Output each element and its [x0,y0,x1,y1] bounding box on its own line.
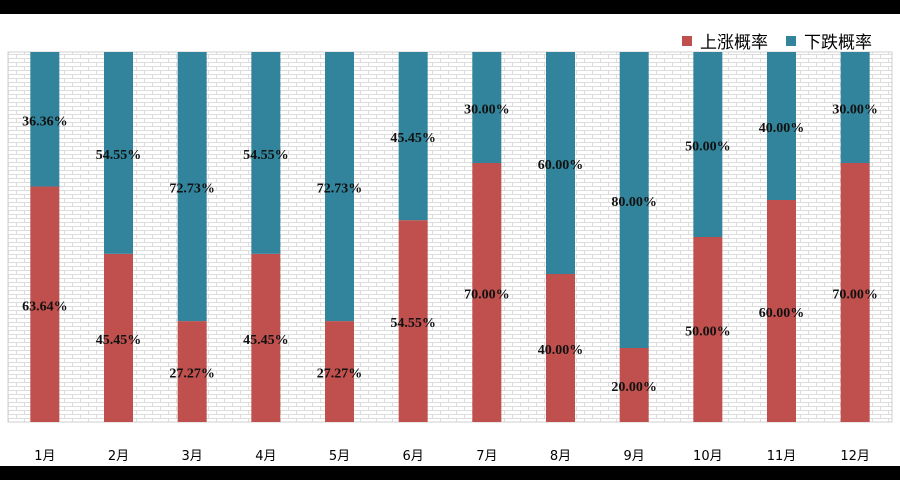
data-label-down-3: 72.73% [169,182,215,197]
data-label-down-5: 72.73% [317,182,363,197]
legend-label-up: 上涨概率 [700,33,768,53]
data-label-up-3: 27.27% [169,367,215,382]
bar-down-11 [767,52,796,200]
x-tick-label-4: 4月 [255,449,276,464]
chart-frame: 63.64% 36.36% 45.45% 54.55% 27.27% 72.73% 45.4… [0,14,900,466]
x-tick-label-5: 5月 [329,449,350,464]
data-label-up-5: 27.27% [317,367,363,382]
data-label-down-7: 30.00% [464,103,510,118]
bar-down-4 [251,52,281,254]
bar-down-3 [177,52,207,322]
data-label-up-7: 70.00% [464,288,510,303]
x-tick-label-9: 9月 [624,449,645,464]
bar-up-6 [398,220,428,422]
data-label-up-8: 40.00% [538,343,584,358]
x-tick-label-2: 2月 [108,449,129,464]
data-label-up-6: 54.55% [390,316,436,331]
stacked-bar-chart: 63.64% 36.36% 45.45% 54.55% 27.27% 72.73% 45.4… [7,51,893,464]
bar-up-2 [104,253,133,422]
data-label-up-1: 63.64% [22,299,68,314]
data-label-down-10: 50.00% [685,140,731,155]
data-label-down-6: 45.45% [390,131,436,146]
bar-up-9 [619,348,649,422]
plot-area [7,51,893,423]
bar-down-2 [104,52,133,254]
bar-down-5 [325,52,354,322]
bar-down-10 [693,52,723,237]
bar-down-7 [472,52,502,163]
bar-up-10 [693,237,723,422]
bar-up-4 [251,253,281,422]
bar-up-8 [546,274,575,422]
data-label-up-10: 50.00% [685,325,731,340]
x-tick-label-12: 12月 [840,449,870,464]
legend-item-down: 下跌概率 [786,28,872,53]
bar-down-1 [30,52,60,187]
data-label-up-9: 20.00% [611,380,657,395]
data-label-down-12: 30.00% [832,103,878,118]
data-label-up-4: 45.45% [243,333,289,348]
data-label-up-12: 70.00% [832,288,878,303]
data-label-down-11: 40.00% [759,121,805,136]
data-labels-layer: 63.64% 36.36% 45.45% 54.55% 27.27% 72.73% 45.4… [22,103,878,396]
bar-up-1 [30,186,60,422]
data-label-down-9: 80.00% [611,195,657,210]
bar-up-3 [177,321,207,422]
data-label-down-1: 36.36% [22,114,68,129]
legend-swatch-up [682,35,692,46]
bar-up-5 [325,321,354,422]
data-label-down-2: 54.55% [96,148,142,163]
data-label-down-4: 54.55% [243,148,289,163]
bar-down-6 [398,52,428,221]
bar-down-9 [619,52,649,348]
legend-item-up: 上涨概率 [682,28,768,53]
x-axis-ticks: 1月 2月 3月 4月 5月 6月 7月 8月 9月 10月 11月 12月 [34,449,870,464]
bar-down-12 [840,52,870,163]
bars-layer [30,52,870,422]
bar-up-12 [840,163,870,422]
x-tick-label-8: 8月 [550,449,571,464]
x-tick-label-1: 1月 [34,449,55,464]
data-label-up-11: 60.00% [759,306,805,321]
data-label-down-8: 60.00% [538,158,584,173]
legend-swatch-down [786,35,796,46]
legend-label-down: 下跌概率 [804,33,872,53]
data-label-up-2: 45.45% [96,333,142,348]
bar-up-11 [767,200,796,422]
x-tick-label-7: 7月 [476,449,497,464]
bar-up-7 [472,163,502,422]
x-tick-label-3: 3月 [182,449,203,464]
x-tick-label-10: 10月 [693,449,723,464]
x-tick-label-11: 11月 [767,449,797,464]
bar-down-8 [546,52,575,274]
x-tick-label-6: 6月 [403,449,424,464]
legend: 上涨概率 下跌概率 [682,28,872,53]
